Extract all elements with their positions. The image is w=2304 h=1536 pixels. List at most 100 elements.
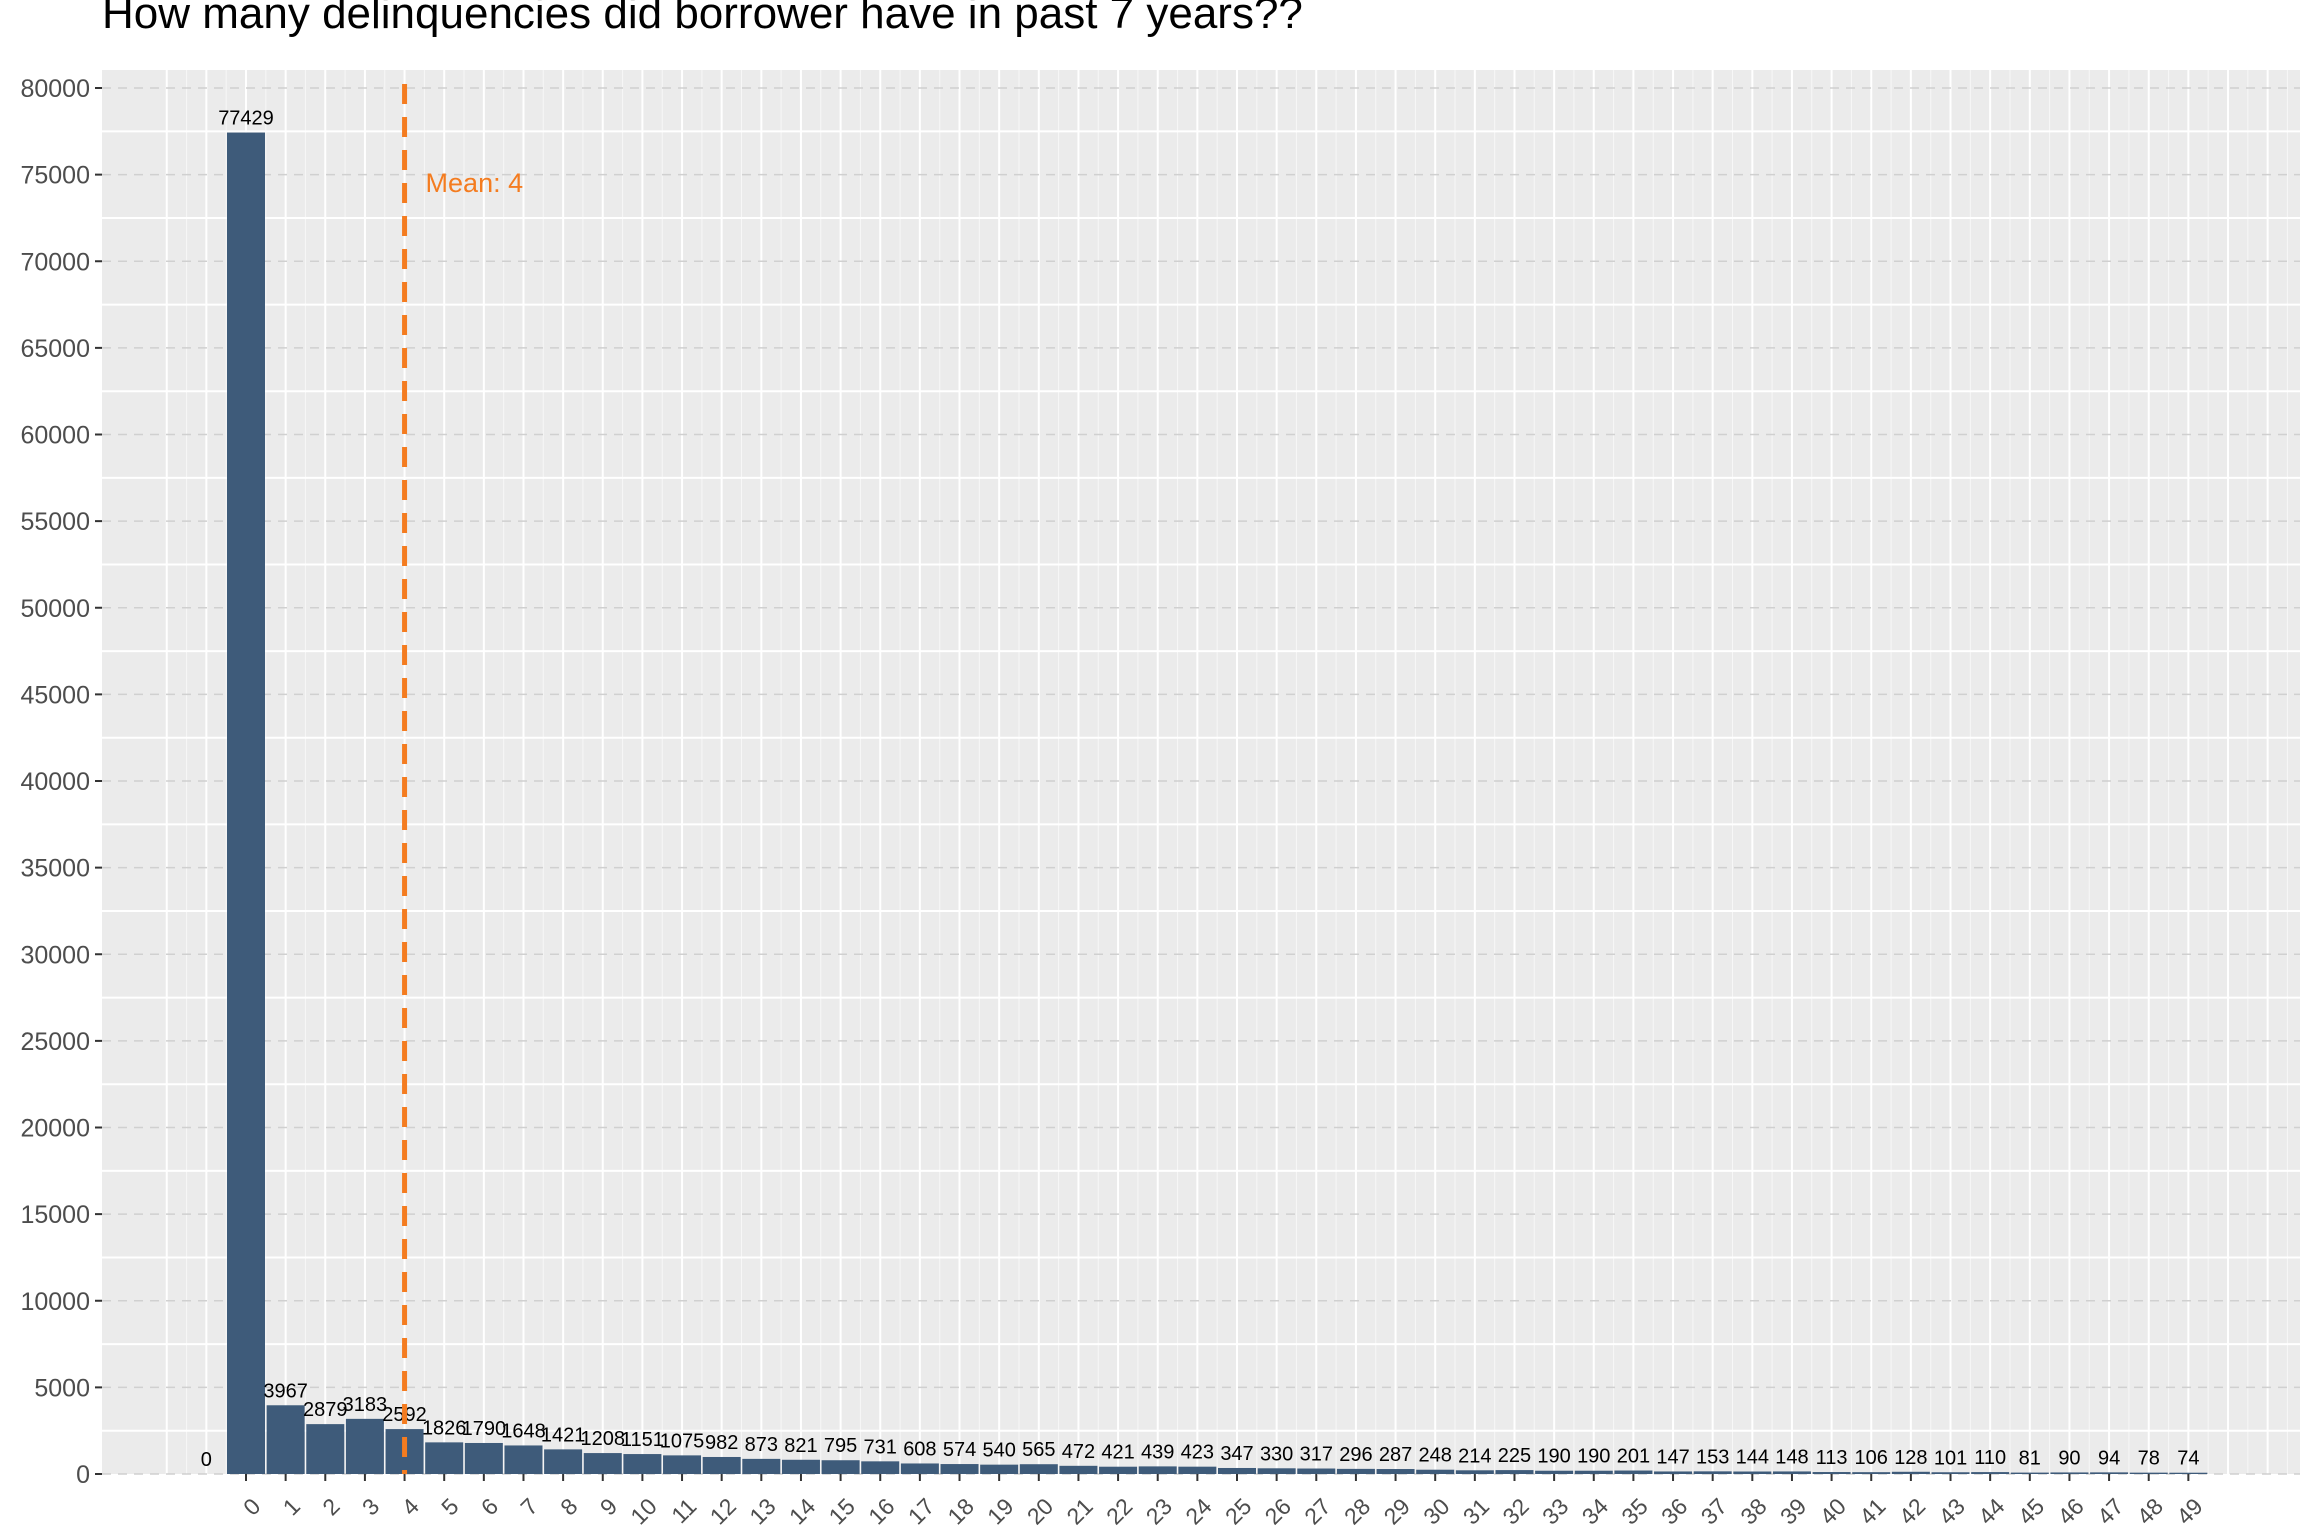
data-label-23: 439 xyxy=(1141,1441,1174,1463)
bar-45 xyxy=(2010,1472,2049,1474)
y-tick-label: 80000 xyxy=(20,75,90,103)
y-tick-label: 30000 xyxy=(20,941,90,969)
data-label-43: 101 xyxy=(1934,1447,1967,1469)
bar-15 xyxy=(821,1460,860,1474)
bar-12 xyxy=(702,1456,741,1474)
data-label-47: 94 xyxy=(2098,1447,2120,1469)
bar-24 xyxy=(1178,1466,1217,1474)
bar-19 xyxy=(980,1464,1019,1474)
bar-1 xyxy=(266,1405,305,1474)
bar-46 xyxy=(2050,1472,2089,1474)
bar-41 xyxy=(1852,1472,1891,1474)
data-label-18: 574 xyxy=(943,1439,976,1461)
data-label-0: 77429 xyxy=(218,108,274,130)
data-label-16: 731 xyxy=(864,1436,897,1458)
data-label-3: 3183 xyxy=(343,1394,388,1416)
data-label-26: 330 xyxy=(1260,1443,1293,1465)
data-label-42: 128 xyxy=(1894,1447,1927,1469)
y-tick-label: 60000 xyxy=(20,422,90,450)
bar-14 xyxy=(781,1459,820,1474)
bar-18 xyxy=(940,1464,979,1474)
bar-25 xyxy=(1218,1467,1256,1474)
bar-11 xyxy=(663,1455,702,1474)
data-labels: 7742939672879318325921826179016481421120… xyxy=(201,108,2200,1471)
y-tick-label: 50000 xyxy=(20,595,90,623)
bar-23 xyxy=(1138,1466,1177,1474)
bar-7 xyxy=(504,1445,543,1474)
bar-3 xyxy=(345,1418,384,1474)
data-label-13: 873 xyxy=(745,1434,778,1456)
data-label-12: 982 xyxy=(705,1432,738,1454)
data-label-25: 347 xyxy=(1220,1443,1253,1465)
data-label-45: 81 xyxy=(2019,1448,2041,1470)
y-tick-label: 35000 xyxy=(20,855,90,883)
y-tick-label: 15000 xyxy=(20,1201,90,1229)
data-label-49: 74 xyxy=(2177,1448,2199,1470)
data-label-6: 1790 xyxy=(462,1418,507,1440)
bar-0 xyxy=(227,132,265,1474)
bar-38 xyxy=(1733,1471,1772,1474)
data-label-15: 795 xyxy=(824,1435,857,1457)
bar-26 xyxy=(1257,1468,1296,1474)
data-label-19: 540 xyxy=(982,1440,1015,1462)
y-tick-label: 0 xyxy=(76,1461,90,1489)
y-tick-label: 45000 xyxy=(20,681,90,709)
bar-10 xyxy=(623,1454,662,1474)
data-label-10: 1151 xyxy=(621,1429,664,1451)
bar-48 xyxy=(2129,1472,2168,1474)
bar-17 xyxy=(900,1463,939,1474)
bar-27 xyxy=(1297,1468,1336,1474)
bar-28 xyxy=(1336,1468,1375,1474)
data-label-35: 201 xyxy=(1617,1446,1650,1468)
bar-42 xyxy=(1891,1471,1930,1474)
y-tick-label: 10000 xyxy=(20,1288,90,1316)
data-label-20: 565 xyxy=(1022,1439,1055,1461)
data-label-17: 608 xyxy=(903,1438,936,1460)
data-label-5: 1826 xyxy=(422,1417,467,1439)
bar-30 xyxy=(1416,1469,1455,1474)
bar-34 xyxy=(1574,1470,1613,1474)
data-label-46: 90 xyxy=(2058,1447,2080,1469)
y-tick-label: 65000 xyxy=(20,335,90,363)
bar-29 xyxy=(1376,1469,1415,1474)
data-label-27: 317 xyxy=(1300,1444,1333,1466)
data-label-34: 190 xyxy=(1577,1446,1610,1468)
data-label-7: 1648 xyxy=(501,1420,546,1442)
y-tick-label: 40000 xyxy=(20,768,90,796)
bars xyxy=(227,132,2208,1474)
bar-44 xyxy=(1971,1472,2010,1474)
bar-8 xyxy=(544,1449,583,1474)
data-label-33: 190 xyxy=(1537,1446,1570,1468)
data-label-40: 113 xyxy=(1816,1447,1848,1469)
data-label-9: 1208 xyxy=(581,1428,626,1450)
major-gridlines xyxy=(102,70,2300,1475)
bar-2 xyxy=(306,1424,345,1474)
data-label-30: 248 xyxy=(1419,1445,1452,1467)
bar-49 xyxy=(2169,1472,2208,1474)
data-label-21: 472 xyxy=(1062,1441,1095,1463)
data-label-14: 821 xyxy=(784,1435,817,1457)
mean-label: Mean: 4 xyxy=(426,168,524,198)
data-label-8: 1421 xyxy=(541,1424,586,1446)
bar-13 xyxy=(742,1458,781,1474)
minor-gridlines xyxy=(102,70,2300,1474)
data-label-32: 225 xyxy=(1498,1445,1531,1467)
y-axis: 0 5000 10000 15000 20000 25000 30000 35000 40000… xyxy=(20,75,102,1489)
bar-31 xyxy=(1455,1470,1494,1474)
data-label-37: 153 xyxy=(1696,1446,1729,1468)
data-label-2: 2879 xyxy=(303,1399,348,1421)
data-label-38: 144 xyxy=(1736,1447,1769,1469)
bar-9 xyxy=(583,1453,622,1474)
mean-marker: Mean: 4 xyxy=(402,84,524,1474)
bar-6 xyxy=(464,1442,503,1474)
y-tick-label: 5000 xyxy=(34,1374,90,1402)
data-label-29: 287 xyxy=(1379,1444,1412,1466)
bar-37 xyxy=(1693,1471,1732,1474)
data-label-41: 106 xyxy=(1855,1447,1888,1469)
bar-47 xyxy=(2090,1472,2129,1474)
bar-39 xyxy=(1772,1471,1811,1474)
data-label-22: 421 xyxy=(1101,1442,1134,1464)
y-tick-label: 70000 xyxy=(20,248,90,276)
bar-35 xyxy=(1614,1470,1653,1474)
